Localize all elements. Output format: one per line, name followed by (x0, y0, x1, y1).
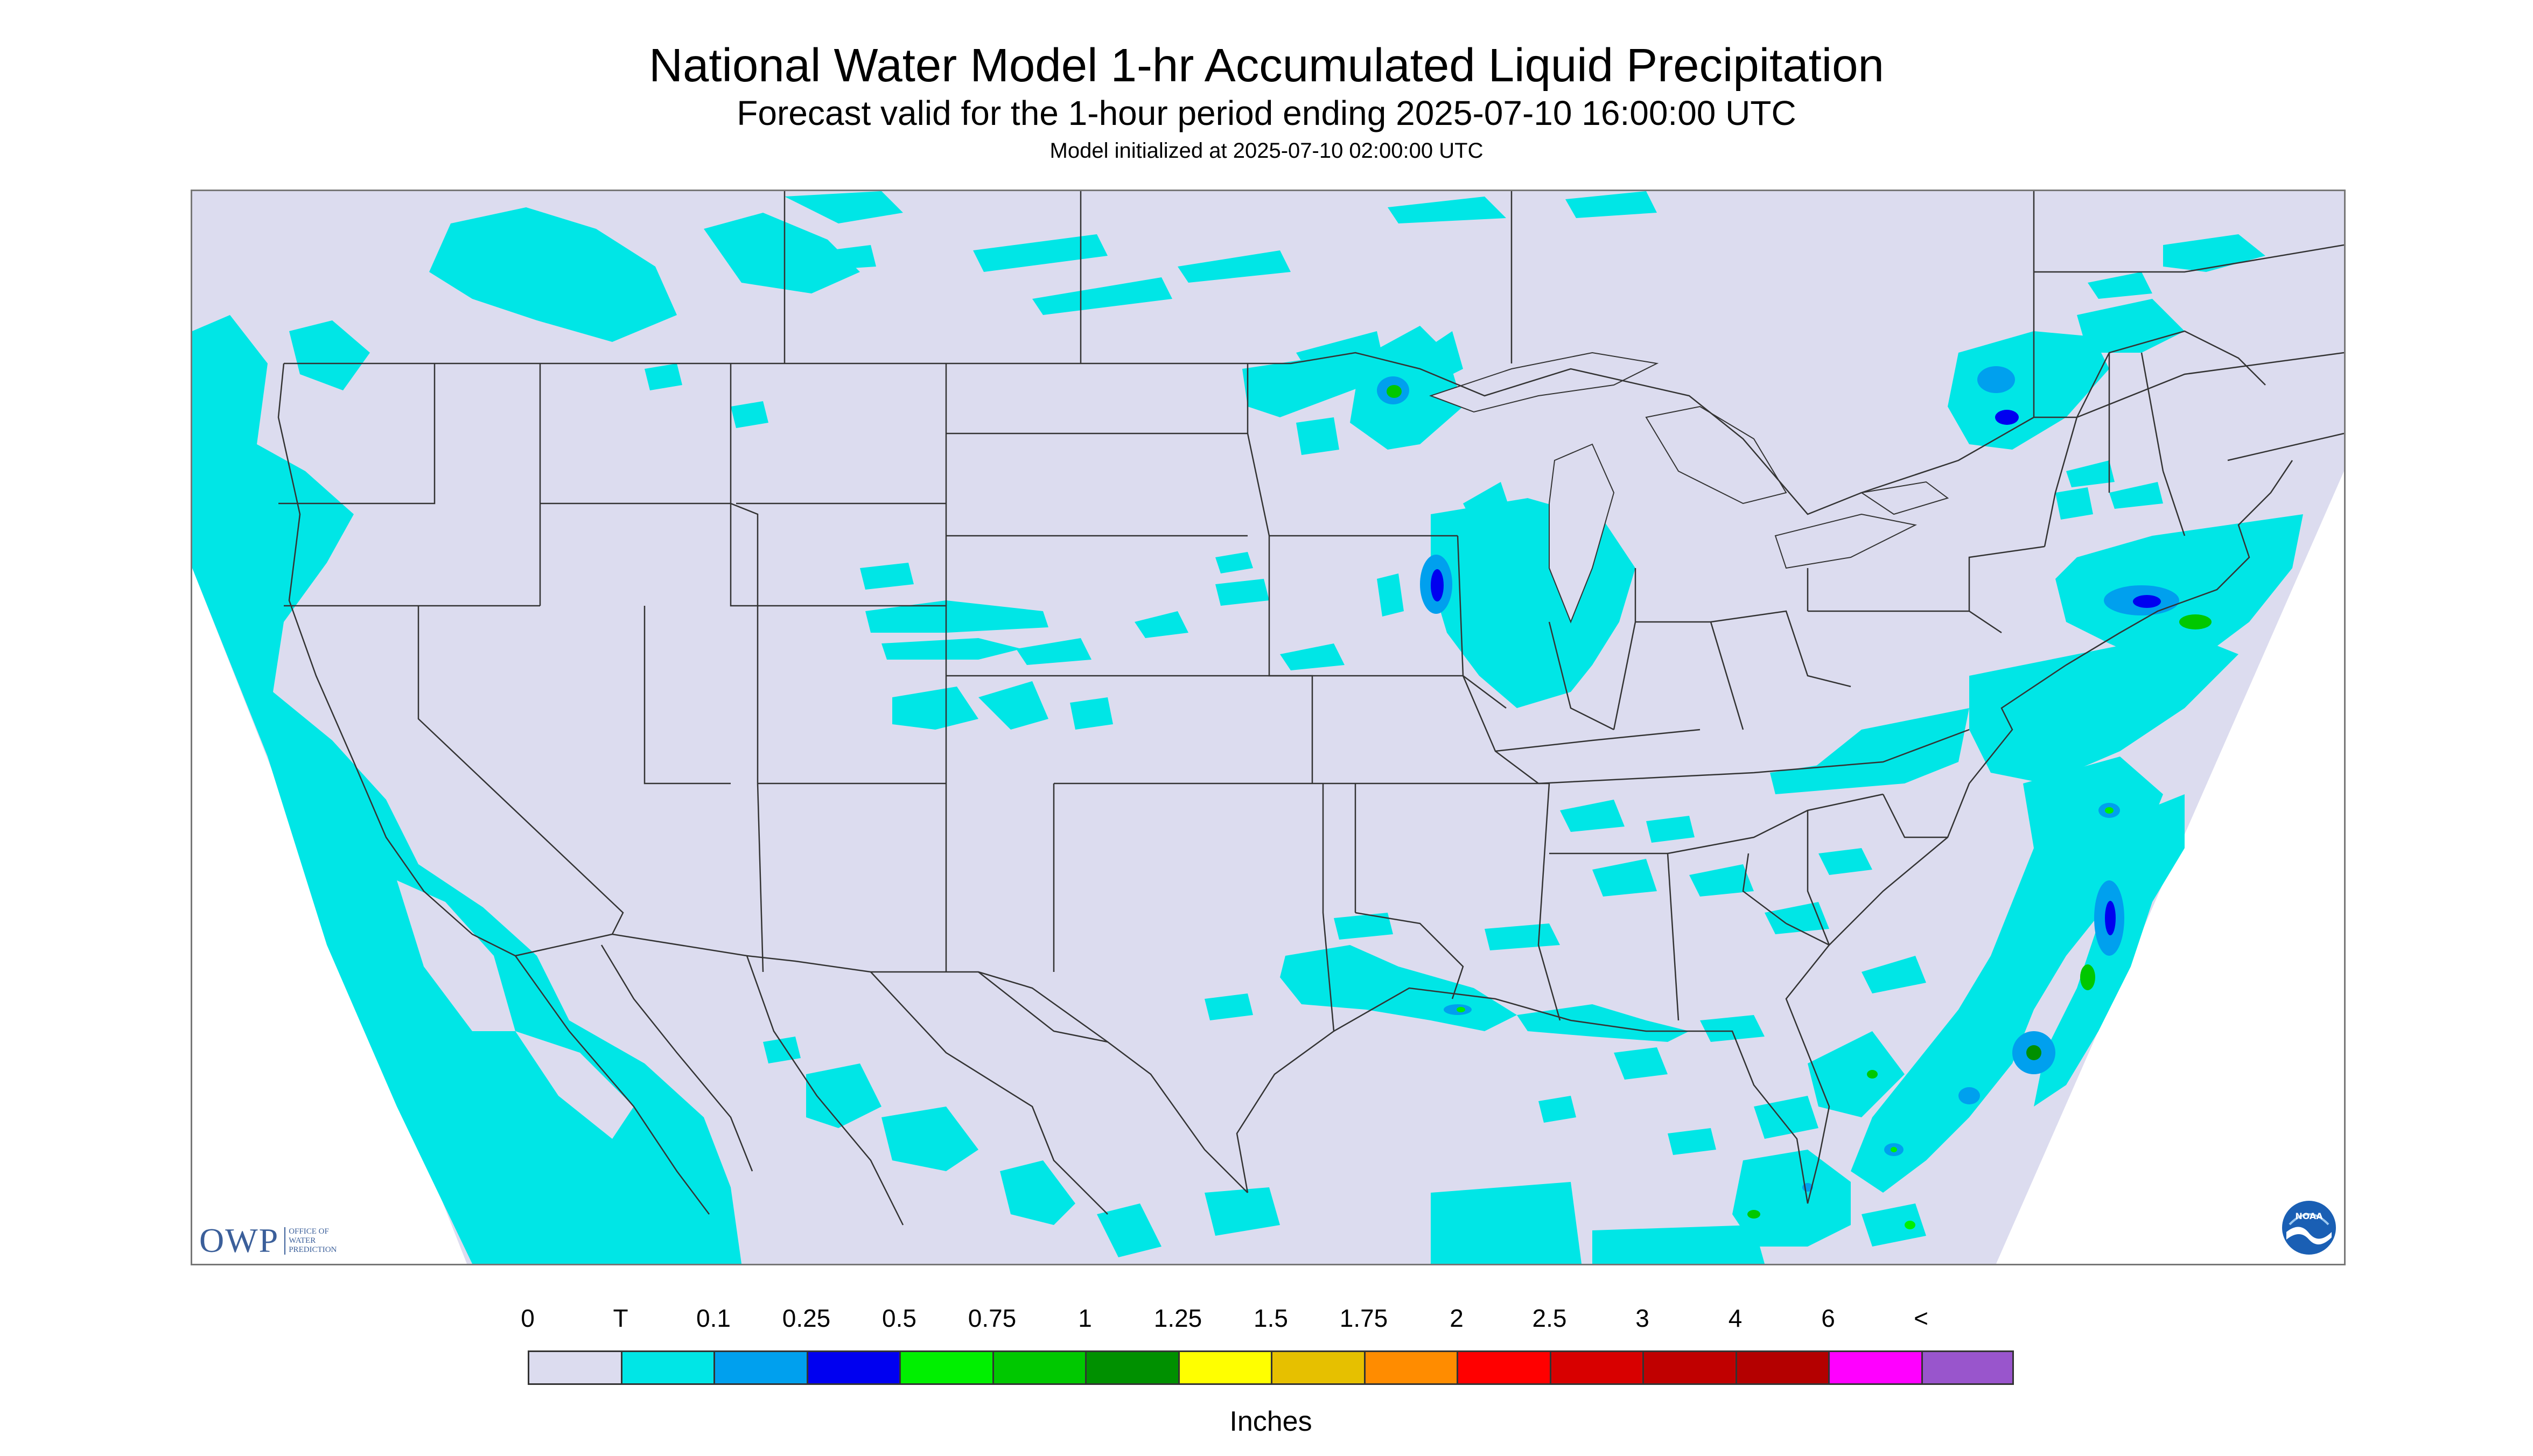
legend-units: Inches (1229, 1406, 1312, 1437)
legend-swatch (713, 1350, 808, 1385)
legend-tick-label: 4 (1728, 1304, 1743, 1332)
legend-tick-label: 2.5 (1532, 1304, 1567, 1332)
legend-tick-label: 1.75 (1339, 1304, 1388, 1332)
legend-swatch (1178, 1350, 1272, 1385)
precip-trace-areas (192, 191, 2303, 1264)
owp-logo-text: OWP (199, 1221, 279, 1259)
legend-tick-label: 0 (521, 1304, 535, 1332)
legend-tick-label: 2 (1450, 1304, 1464, 1332)
map-title: National Water Model 1-hr Accumulated Li… (649, 39, 1884, 92)
legend-swatch (1363, 1350, 1458, 1385)
color-legend: 0 T 0.1 0.25 0.5 0.75 1 1.25 1.5 1.75 2 2.5 3 4 6 < Inch… (521, 1303, 2014, 1443)
precipitation-map (192, 191, 2344, 1264)
legend-tick-label: < (1914, 1304, 1928, 1332)
precip-heavy-cores (1377, 366, 2212, 1229)
owp-logo-subtext: Office of Water Prediction (284, 1227, 348, 1255)
legend-tick-label: 0.5 (882, 1304, 916, 1332)
legend-swatch (1085, 1350, 1180, 1385)
map-frame[interactable] (191, 190, 2346, 1265)
legend-swatch (899, 1350, 994, 1385)
great-lakes (1429, 352, 1949, 624)
legend-swatch (1642, 1350, 1737, 1385)
owp-logo: OWP Office of Water Prediction (199, 1221, 348, 1260)
boundaries (277, 191, 2344, 1226)
legend-tick-label: 3 (1635, 1304, 1649, 1332)
legend-tick-label: 0.75 (968, 1304, 1017, 1332)
legend-swatch (806, 1350, 901, 1385)
legend-swatch (1828, 1350, 1923, 1385)
legend-swatch (1271, 1350, 1366, 1385)
legend-swatch (992, 1350, 1087, 1385)
legend-swatch (528, 1350, 622, 1385)
noaa-logo-text: NOAA (2295, 1211, 2323, 1221)
legend-tick-label: 1.25 (1153, 1304, 1202, 1332)
legend-swatch (1549, 1350, 1644, 1385)
legend-swatch (1735, 1350, 1830, 1385)
legend-tick-label: 1 (1078, 1304, 1092, 1332)
model-init-time: Model initialized at 2025-07-10 02:00:00… (1049, 139, 1484, 163)
legend-tick-label: T (613, 1304, 628, 1332)
legend-swatch (620, 1350, 715, 1385)
legend-swatch (1921, 1350, 2014, 1385)
legend-tick-label: 6 (1821, 1304, 1835, 1332)
map-subtitle: Forecast valid for the 1-hour period end… (737, 94, 1796, 132)
legend-swatch (1457, 1350, 1551, 1385)
legend-tick-label: 1.5 (1254, 1304, 1288, 1332)
legend-tick-label: 0.25 (782, 1304, 831, 1332)
legend-tick-label: 0.1 (696, 1304, 731, 1332)
noaa-logo: NOAA (2282, 1201, 2336, 1255)
